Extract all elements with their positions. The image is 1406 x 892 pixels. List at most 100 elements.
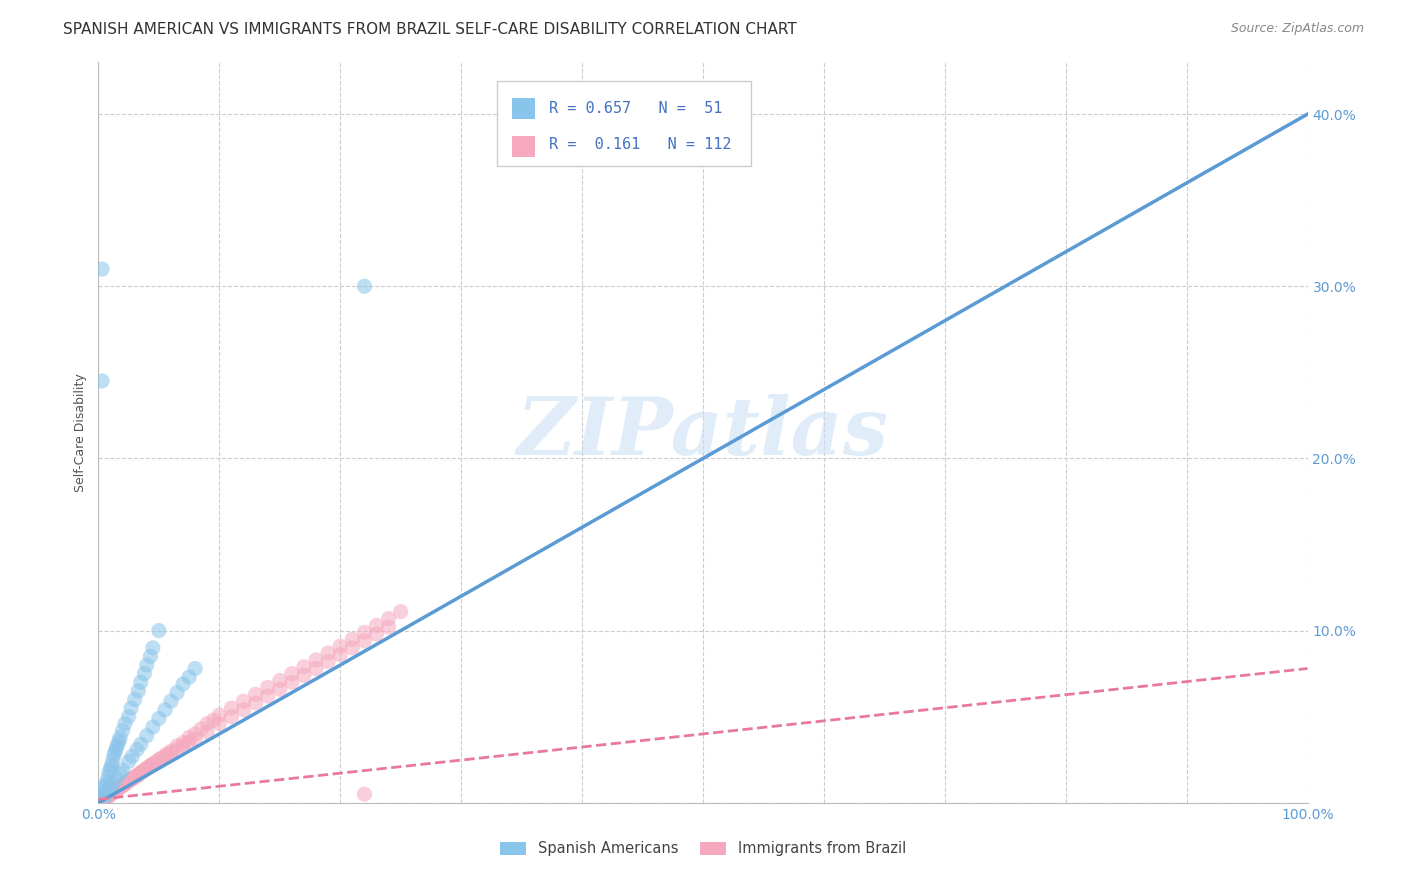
Point bbox=[269, 682, 291, 697]
Point bbox=[98, 789, 121, 803]
Point bbox=[124, 692, 146, 706]
Point bbox=[160, 746, 183, 760]
Point bbox=[155, 747, 177, 762]
Point bbox=[91, 374, 114, 388]
Point bbox=[269, 673, 291, 688]
Point bbox=[353, 787, 375, 801]
Point bbox=[342, 640, 364, 655]
Point bbox=[138, 759, 160, 773]
Point bbox=[172, 677, 194, 691]
Point bbox=[221, 701, 243, 715]
Point bbox=[100, 785, 122, 799]
Point bbox=[184, 727, 207, 741]
Point bbox=[245, 687, 267, 701]
Point bbox=[232, 703, 254, 717]
Point bbox=[134, 763, 156, 777]
Point bbox=[91, 787, 114, 801]
Point bbox=[366, 627, 388, 641]
Point bbox=[121, 772, 143, 786]
Point bbox=[91, 782, 114, 797]
Point bbox=[353, 634, 375, 648]
Point bbox=[108, 731, 131, 745]
Point bbox=[127, 742, 149, 756]
Point bbox=[292, 668, 315, 682]
Point bbox=[90, 794, 112, 808]
Point bbox=[184, 732, 207, 747]
Point bbox=[353, 279, 375, 293]
Point bbox=[202, 713, 225, 727]
Point bbox=[91, 789, 114, 803]
Point bbox=[195, 725, 218, 739]
Point bbox=[108, 766, 131, 780]
Point bbox=[129, 675, 152, 690]
Point bbox=[353, 625, 375, 640]
Point bbox=[221, 709, 243, 723]
Point bbox=[100, 780, 122, 795]
Point bbox=[142, 720, 165, 734]
Text: Source: ZipAtlas.com: Source: ZipAtlas.com bbox=[1230, 22, 1364, 36]
Point bbox=[100, 758, 122, 772]
Text: R = 0.657   N =  51: R = 0.657 N = 51 bbox=[550, 101, 723, 116]
Point bbox=[389, 605, 412, 619]
Point bbox=[97, 783, 120, 797]
Point bbox=[98, 787, 121, 801]
Point bbox=[305, 661, 328, 675]
Point bbox=[329, 639, 352, 653]
Point bbox=[121, 749, 143, 764]
Point bbox=[142, 640, 165, 655]
Point bbox=[166, 739, 188, 753]
Point bbox=[281, 666, 304, 681]
Point bbox=[179, 731, 201, 745]
Point bbox=[91, 792, 114, 806]
Point bbox=[377, 620, 399, 634]
Point bbox=[245, 696, 267, 710]
Point bbox=[94, 787, 117, 801]
Point bbox=[111, 779, 134, 793]
Point bbox=[342, 632, 364, 647]
Point bbox=[105, 740, 128, 755]
Point bbox=[179, 735, 201, 749]
Point bbox=[94, 790, 117, 805]
Point bbox=[100, 761, 122, 775]
Point bbox=[195, 716, 218, 731]
Point bbox=[329, 648, 352, 662]
Point bbox=[153, 703, 176, 717]
Point bbox=[107, 737, 129, 751]
Point bbox=[121, 772, 143, 786]
Point bbox=[118, 709, 141, 723]
Point bbox=[108, 780, 131, 795]
Point bbox=[135, 761, 157, 775]
Point bbox=[100, 787, 122, 801]
Point bbox=[117, 775, 139, 789]
Point bbox=[135, 729, 157, 743]
Point bbox=[172, 735, 194, 749]
Point bbox=[281, 675, 304, 690]
Point bbox=[148, 624, 170, 638]
Point bbox=[316, 655, 339, 669]
FancyBboxPatch shape bbox=[512, 136, 534, 157]
Point bbox=[118, 755, 141, 769]
Point bbox=[141, 758, 163, 772]
Legend: Spanish Americans, Immigrants from Brazil: Spanish Americans, Immigrants from Brazi… bbox=[494, 836, 912, 863]
Point bbox=[134, 666, 156, 681]
Point bbox=[118, 773, 141, 788]
Point bbox=[105, 772, 128, 786]
Point bbox=[108, 780, 131, 795]
Point bbox=[160, 694, 183, 708]
Point bbox=[120, 772, 142, 786]
Point bbox=[172, 739, 194, 753]
Point bbox=[111, 779, 134, 793]
Point bbox=[101, 785, 124, 799]
Point bbox=[179, 670, 201, 684]
Point bbox=[97, 770, 120, 784]
Text: R =  0.161   N = 112: R = 0.161 N = 112 bbox=[550, 137, 731, 153]
Point bbox=[107, 782, 129, 797]
Point bbox=[143, 756, 166, 771]
Point bbox=[127, 684, 149, 698]
Point bbox=[90, 794, 112, 808]
Point bbox=[97, 789, 120, 803]
Point bbox=[104, 744, 127, 758]
Point bbox=[292, 660, 315, 674]
Point bbox=[160, 744, 183, 758]
Point bbox=[129, 737, 152, 751]
